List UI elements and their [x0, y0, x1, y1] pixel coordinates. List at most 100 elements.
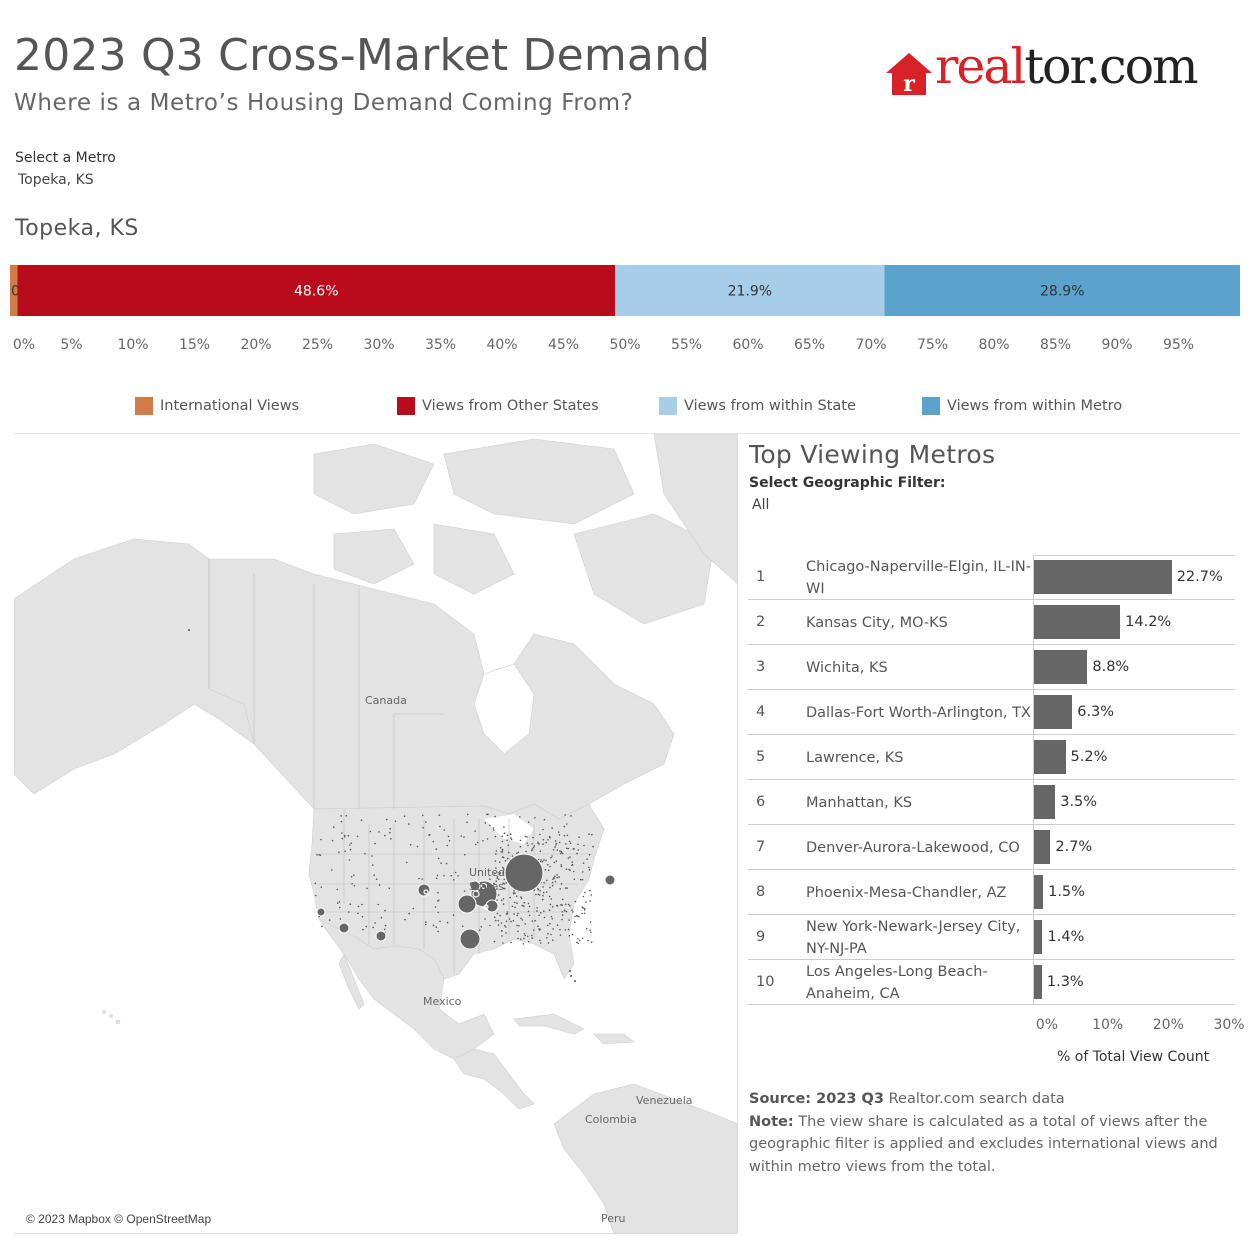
share-axis-tick: 50%	[609, 337, 641, 353]
legend-item-within-metro[interactable]: Views from within Metro	[922, 397, 1122, 415]
row-bar[interactable]	[1034, 605, 1121, 639]
page-title: 2023 Q3 Cross-Market Demand	[14, 30, 711, 81]
top-metros-table: 1 Chicago-Naperville-Elgin, IL-IN-WI 22.7%…	[748, 555, 1235, 1005]
legend-item-within-state[interactable]: Views from within State	[659, 397, 856, 415]
row-rank: 2	[756, 614, 766, 630]
table-row[interactable]: 9 New York-Newark-Jersey City, NY-NJ-PA 1.…	[748, 915, 1235, 960]
north-america-map	[14, 434, 737, 1233]
legend-swatch	[922, 397, 940, 415]
bubble-los-angeles[interactable]	[316, 907, 326, 917]
row-bar[interactable]	[1034, 875, 1044, 909]
row-rank: 3	[756, 659, 766, 675]
row-rank: 7	[756, 839, 766, 855]
legend-item-other-states[interactable]: Views from Other States	[397, 397, 599, 415]
row-bar[interactable]	[1034, 965, 1042, 999]
row-bar[interactable]	[1034, 920, 1043, 954]
segment-international[interactable]	[10, 265, 18, 316]
row-bar-cell: 5.2%	[1033, 735, 1235, 780]
row-bar-cell: 3.5%	[1033, 780, 1235, 825]
share-axis-tick: 40%	[486, 337, 518, 353]
row-metro-name: Kansas City, MO-KS	[806, 614, 948, 631]
table-row[interactable]: 2 Kansas City, MO-KS 14.2%	[748, 600, 1235, 645]
divider	[14, 433, 1240, 434]
table-row[interactable]: 5 Lawrence, KS 5.2%	[748, 735, 1235, 780]
share-axis-tick: 75%	[916, 337, 949, 353]
source-label: Source: 2023 Q3	[749, 1091, 884, 1107]
row-rank: 9	[756, 929, 766, 945]
row-metro-name: Wichita, KS	[806, 659, 888, 676]
table-row[interactable]: 10 Los Angeles-Long Beach-Anaheim, CA 1.3%	[748, 960, 1235, 1005]
bubble-lawrence[interactable]	[485, 899, 499, 913]
legend-item-international[interactable]: International Views	[135, 397, 299, 415]
map-label-venezuela: Venezuela	[636, 1094, 693, 1107]
metro-filter-select[interactable]: Topeka, KS	[18, 172, 94, 188]
row-bar-value: 3.5%	[1060, 794, 1098, 810]
table-row[interactable]: 3 Wichita, KS 8.8%	[748, 645, 1235, 690]
map-attribution[interactable]: © 2023 Mapbox © OpenStreetMap	[24, 1211, 214, 1227]
row-bar[interactable]	[1034, 695, 1073, 729]
logo-wordmark: realtor.com	[935, 38, 1199, 95]
table-top-rule	[1033, 555, 1235, 556]
share-axis-tick: 60%	[732, 337, 764, 353]
bubble-wichita[interactable]	[457, 894, 477, 914]
legend-swatch	[135, 397, 153, 415]
row-bar-cell: 1.4%	[1033, 915, 1235, 960]
segment-within-metro[interactable]	[884, 265, 1240, 316]
share-axis-tick: 55%	[670, 337, 703, 353]
metro-filter-label: Select a Metro	[15, 150, 116, 166]
share-axis-tick: 35%	[424, 337, 457, 353]
source-text: Realtor.com search data	[883, 1091, 1065, 1107]
share-axis-tick: 25%	[301, 337, 334, 353]
origin-map[interactable]: Canada United States Mexico Venezuela Co…	[14, 434, 738, 1234]
table-row[interactable]: 8 Phoenix-Mesa-Chandler, AZ 1.5%	[748, 870, 1235, 915]
bubble-metro[interactable]	[375, 930, 387, 942]
segment-within-state[interactable]	[615, 265, 885, 316]
row-bar-value: 2.7%	[1055, 839, 1093, 855]
geo-filter-select[interactable]: All	[752, 497, 770, 513]
share-axis-tick: 5%	[60, 337, 83, 353]
legend-swatch	[397, 397, 415, 415]
row-bar[interactable]	[1034, 830, 1051, 864]
share-axis-tick: 90%	[1101, 337, 1133, 353]
row-bar-value: 1.5%	[1048, 884, 1085, 900]
row-rank: 10	[756, 974, 775, 990]
top-metros-title: Top Viewing Metros	[749, 440, 996, 469]
table-row[interactable]: 4 Dallas-Fort Worth-Arlington, TX 6.3%	[748, 690, 1235, 735]
row-bar-cell: 1.5%	[1033, 870, 1235, 915]
legend-swatch	[659, 397, 677, 415]
row-bar[interactable]	[1034, 740, 1066, 774]
table-row[interactable]: 6 Manhattan, KS 3.5%	[748, 780, 1235, 825]
row-metro-name: Lawrence, KS	[806, 749, 904, 766]
map-label-peru: Peru	[601, 1212, 626, 1225]
share-axis: 0% 5% 10% 15% 20% 25% 30% 35% 40% 45% 50% 55% 60% 65%…	[0, 337, 1249, 357]
realtor-logo[interactable]: r realtor.com	[880, 38, 1240, 104]
row-metro-name: Chicago-Naperville-Elgin, IL-IN-WI	[806, 558, 1031, 597]
row-rank: 8	[756, 884, 766, 900]
metros-axis: 0% 10% 20% 30%	[1033, 1017, 1245, 1037]
row-bar-cell: 6.3%	[1033, 690, 1235, 735]
segment-within-metro-label: 28.9%	[1040, 284, 1084, 300]
source-note: Source: 2023 Q3 Realtor.com search data …	[749, 1088, 1229, 1178]
bubble-phoenix[interactable]	[338, 922, 350, 934]
row-bar[interactable]	[1034, 785, 1056, 819]
share-axis-tick: 10%	[117, 337, 149, 353]
row-bar-value: 6.3%	[1077, 704, 1115, 720]
share-axis-tick: 65%	[793, 337, 826, 353]
map-label-mexico: Mexico	[423, 995, 462, 1008]
metros-axis-tick: 20%	[1152, 1017, 1184, 1033]
table-row[interactable]: 7 Denver-Aurora-Lakewood, CO 2.7%	[748, 825, 1235, 870]
segment-other-states[interactable]	[17, 265, 616, 316]
row-bar-cell: 8.8%	[1033, 645, 1235, 690]
row-bar[interactable]	[1034, 650, 1088, 684]
metros-axis-title: % of Total View Count	[1057, 1049, 1210, 1065]
bubble-dallas[interactable]	[459, 928, 481, 950]
table-row[interactable]: 1 Chicago-Naperville-Elgin, IL-IN-WI 22.7%	[748, 555, 1235, 600]
share-axis-tick: 95%	[1162, 337, 1195, 353]
bubble-new-york[interactable]	[604, 874, 616, 886]
row-bar-value: 22.7%	[1176, 569, 1223, 585]
bubble-denver[interactable]	[417, 883, 431, 897]
row-bar-value: 5.2%	[1070, 749, 1108, 765]
bubble-chicago[interactable]	[504, 853, 544, 893]
segment-other-states-label: 48.6%	[294, 284, 338, 300]
row-bar[interactable]	[1034, 560, 1172, 594]
